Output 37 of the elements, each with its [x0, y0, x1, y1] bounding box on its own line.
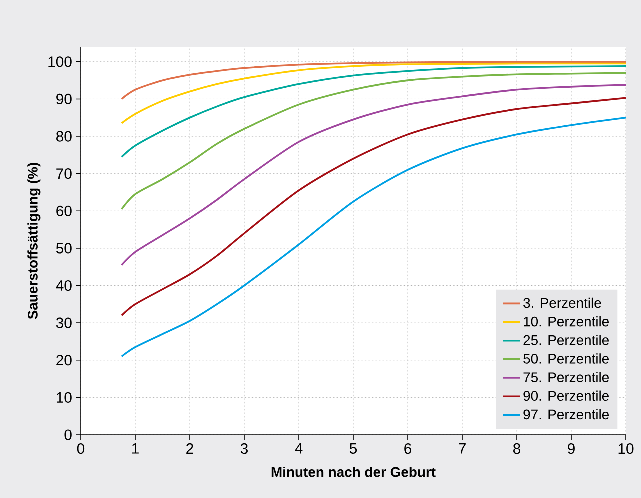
y-tick-label: 30	[56, 318, 72, 328]
x-tick-label: 6	[404, 444, 412, 454]
y-tick-label: 60	[56, 206, 72, 216]
y-tick-label: 70	[56, 168, 72, 180]
legend-label: 90. Perzentile	[524, 390, 610, 402]
y-tick-label: 10	[56, 392, 72, 403]
y-tick-label: 100	[48, 56, 72, 68]
y-tick-label: 0	[64, 430, 72, 440]
y-tick-label: 50	[56, 243, 72, 254]
line-series	[120, 62, 627, 124]
x-tick-label: 3	[240, 444, 248, 454]
legend-label: 10. Perzentile	[524, 316, 610, 327]
line-series	[120, 84, 627, 266]
line-series	[120, 65, 627, 158]
x-tick-label: 5	[350, 444, 358, 454]
x-tick-label: 10	[618, 444, 634, 454]
x-tick-label: 4	[295, 444, 303, 454]
y-tick-label: 20	[56, 355, 72, 366]
x-tick-label: 9	[568, 444, 575, 454]
x-tick-label: 1	[132, 444, 139, 454]
x-axis-title: Minuten nach der Geburt	[272, 466, 436, 478]
legend-label: 50. Perzentile	[524, 354, 610, 364]
legend-label: 25. Perzentile	[524, 335, 610, 346]
y-tick-label: 90	[56, 94, 72, 105]
y-tick-label: 40	[56, 280, 72, 292]
x-tick-label: 0	[77, 444, 85, 454]
x-tick-label: 8	[514, 444, 521, 454]
legend-label: 3. Perzentile	[524, 298, 602, 308]
line-series	[120, 97, 627, 317]
x-tick-label: 7	[459, 444, 466, 454]
legend-label: 75. Perzentile	[524, 372, 610, 382]
y-tick-label: 80	[56, 131, 72, 142]
x-tick-label: 2	[186, 444, 194, 454]
line-series	[120, 61, 627, 100]
y-axis-title: Sauerstoffsättigung (%)	[28, 163, 41, 320]
line-series	[120, 72, 627, 210]
legend-label: 97. Perzentile	[524, 409, 610, 420]
